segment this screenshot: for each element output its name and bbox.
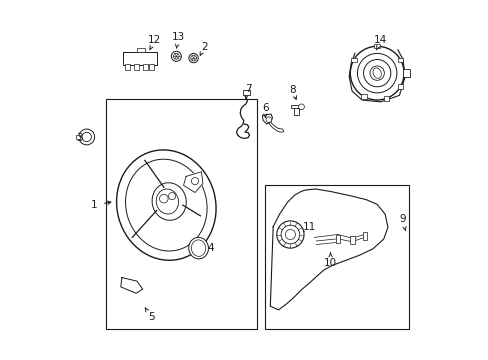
Polygon shape bbox=[267, 121, 284, 132]
Text: 4: 4 bbox=[207, 243, 213, 253]
Circle shape bbox=[191, 177, 198, 185]
Circle shape bbox=[357, 53, 396, 93]
Bar bbox=[76, 135, 80, 139]
Text: 13: 13 bbox=[172, 32, 185, 42]
Text: 10: 10 bbox=[324, 258, 336, 268]
Bar bbox=[373, 44, 379, 48]
Text: 12: 12 bbox=[148, 35, 161, 45]
Circle shape bbox=[349, 46, 403, 100]
Bar bbox=[123, 52, 157, 64]
Text: 5: 5 bbox=[148, 312, 154, 322]
Bar bbox=[290, 105, 303, 108]
Ellipse shape bbox=[191, 240, 205, 256]
Circle shape bbox=[363, 59, 390, 87]
Circle shape bbox=[298, 104, 304, 110]
Bar bbox=[265, 185, 408, 329]
Circle shape bbox=[190, 55, 196, 61]
Bar bbox=[349, 236, 354, 244]
Bar bbox=[142, 64, 148, 70]
Bar bbox=[383, 96, 388, 100]
Text: 7: 7 bbox=[244, 84, 251, 94]
Circle shape bbox=[159, 194, 168, 203]
Ellipse shape bbox=[188, 237, 208, 259]
Text: 2: 2 bbox=[201, 42, 207, 52]
Ellipse shape bbox=[125, 159, 206, 251]
Bar bbox=[134, 64, 139, 70]
Circle shape bbox=[281, 225, 299, 244]
Polygon shape bbox=[183, 172, 203, 193]
Ellipse shape bbox=[372, 68, 381, 78]
Bar bbox=[397, 58, 403, 62]
Circle shape bbox=[82, 132, 91, 141]
Circle shape bbox=[285, 229, 295, 239]
Circle shape bbox=[173, 53, 179, 59]
Circle shape bbox=[276, 221, 304, 248]
Text: 9: 9 bbox=[398, 215, 405, 224]
Text: 6: 6 bbox=[262, 103, 268, 113]
Circle shape bbox=[369, 66, 384, 80]
Text: 3: 3 bbox=[76, 133, 82, 143]
Bar bbox=[335, 235, 340, 243]
Ellipse shape bbox=[156, 189, 178, 214]
Text: 8: 8 bbox=[289, 85, 296, 95]
Bar bbox=[149, 64, 154, 70]
Text: 11: 11 bbox=[302, 222, 315, 232]
Circle shape bbox=[79, 129, 94, 145]
Ellipse shape bbox=[116, 150, 216, 260]
Bar bbox=[137, 48, 144, 52]
Circle shape bbox=[168, 193, 175, 200]
Bar bbox=[294, 108, 299, 116]
Polygon shape bbox=[262, 114, 272, 124]
Polygon shape bbox=[270, 189, 387, 310]
Circle shape bbox=[171, 51, 181, 61]
Polygon shape bbox=[121, 278, 142, 293]
Bar bbox=[106, 99, 257, 329]
Text: 1: 1 bbox=[90, 200, 97, 210]
Bar bbox=[125, 64, 130, 70]
Bar bbox=[350, 58, 356, 62]
Bar bbox=[360, 94, 366, 99]
Ellipse shape bbox=[152, 183, 186, 220]
Text: 14: 14 bbox=[373, 35, 386, 45]
Bar bbox=[397, 85, 403, 89]
Bar bbox=[402, 69, 409, 77]
Bar bbox=[362, 232, 366, 240]
Bar bbox=[243, 90, 249, 95]
Circle shape bbox=[265, 117, 271, 123]
Circle shape bbox=[188, 53, 198, 63]
